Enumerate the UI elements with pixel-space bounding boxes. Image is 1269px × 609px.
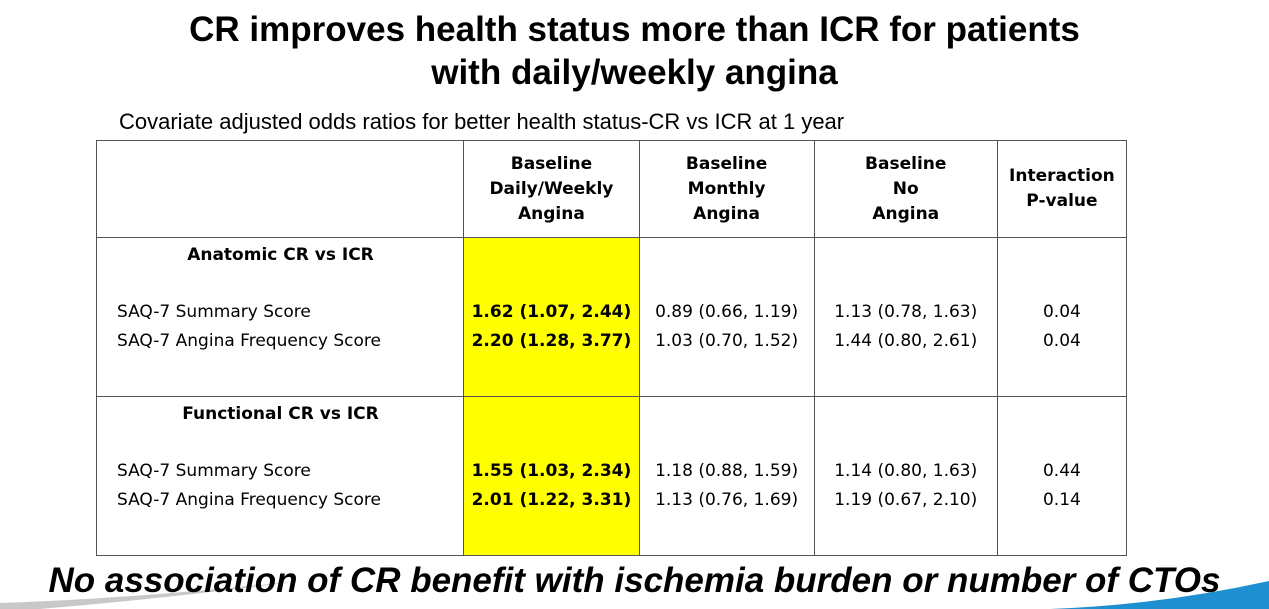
header-daily-weekly: Baseline Daily/Weekly Angina [463, 140, 640, 238]
swoosh-left-shape [0, 581, 300, 609]
odds-ratio-table: Baseline Daily/Weekly Angina Baseline Mo… [95, 140, 1128, 556]
header-no-angina: Baseline No Angina [813, 140, 998, 238]
no-angina-cell: 1.13 (0.78, 1.63) 1.44 (0.80, 2.61) [813, 237, 998, 397]
p-value-cell: 0.44 0.14 [996, 396, 1128, 556]
daily-weekly-cell: 1.62 (1.07, 2.44) 2.20 (1.28, 3.77) [463, 237, 640, 397]
header-empty-cell [95, 140, 465, 238]
footer-statement: No association of CR benefit with ischem… [48, 561, 1221, 600]
table-caption: Covariate adjusted odds ratios for bette… [119, 109, 845, 134]
group-row-functional: Functional CR vs ICR SAQ-7 Summary Score… [95, 396, 1128, 556]
p-value: 0.04 [1042, 302, 1081, 322]
p-value: 0.14 [1042, 490, 1081, 510]
slide-title: CR improves health status more than ICR … [0, 8, 1269, 94]
group-title: Functional CR vs ICR [182, 404, 379, 424]
odds-ratio-value: 1.18 (0.88, 1.59) [655, 461, 799, 481]
group-title: Anatomic CR vs ICR [187, 245, 374, 265]
slide-title-line-1: CR improves health status more than ICR … [189, 10, 1080, 49]
header-interaction-p-value: Interaction P-value [996, 140, 1128, 238]
slide-title-line-2: with daily/weekly angina [431, 53, 838, 92]
row-label: SAQ-7 Angina Frequency Score [117, 490, 381, 510]
row-label: SAQ-7 Summary Score [117, 302, 311, 322]
odds-ratio-value: 1.13 (0.78, 1.63) [834, 302, 978, 322]
monthly-cell: 1.18 (0.88, 1.59) 1.13 (0.76, 1.69) [638, 396, 815, 556]
odds-ratio-value: 1.13 (0.76, 1.69) [655, 490, 799, 510]
group-label-cell: Anatomic CR vs ICR SAQ-7 Summary Score S… [95, 237, 465, 397]
odds-ratio-value: 1.14 (0.80, 1.63) [834, 461, 978, 481]
daily-weekly-cell: 1.55 (1.03, 2.34) 2.01 (1.22, 3.31) [463, 396, 640, 556]
p-value: 0.04 [1042, 331, 1081, 351]
group-label-cell: Functional CR vs ICR SAQ-7 Summary Score… [95, 396, 465, 556]
odds-ratio-value: 0.89 (0.66, 1.19) [655, 302, 799, 322]
p-value-cell: 0.04 0.04 [996, 237, 1128, 397]
odds-ratio-value: 1.55 (1.03, 2.34) [471, 461, 632, 481]
group-row-anatomic: Anatomic CR vs ICR SAQ-7 Summary Score S… [95, 237, 1128, 397]
odds-ratio-value: 1.62 (1.07, 2.44) [471, 302, 632, 322]
monthly-cell: 0.89 (0.66, 1.19) 1.03 (0.70, 1.52) [638, 237, 815, 397]
swoosh-right-shape [1050, 581, 1269, 609]
odds-ratio-value: 1.03 (0.70, 1.52) [655, 331, 799, 351]
row-label: SAQ-7 Summary Score [117, 461, 311, 481]
odds-ratio-value: 1.44 (0.80, 2.61) [834, 331, 978, 351]
row-label: SAQ-7 Angina Frequency Score [117, 331, 381, 351]
header-row: Baseline Daily/Weekly Angina Baseline Mo… [95, 140, 1128, 238]
p-value: 0.44 [1042, 461, 1081, 481]
no-angina-cell: 1.14 (0.80, 1.63) 1.19 (0.67, 2.10) [813, 396, 998, 556]
odds-ratio-value: 1.19 (0.67, 2.10) [834, 490, 978, 510]
decorative-swoosh [0, 581, 1269, 609]
odds-ratio-value: 2.01 (1.22, 3.31) [471, 490, 632, 510]
odds-ratio-value: 2.20 (1.28, 3.77) [471, 331, 632, 351]
header-monthly: Baseline Monthly Angina [638, 140, 815, 238]
